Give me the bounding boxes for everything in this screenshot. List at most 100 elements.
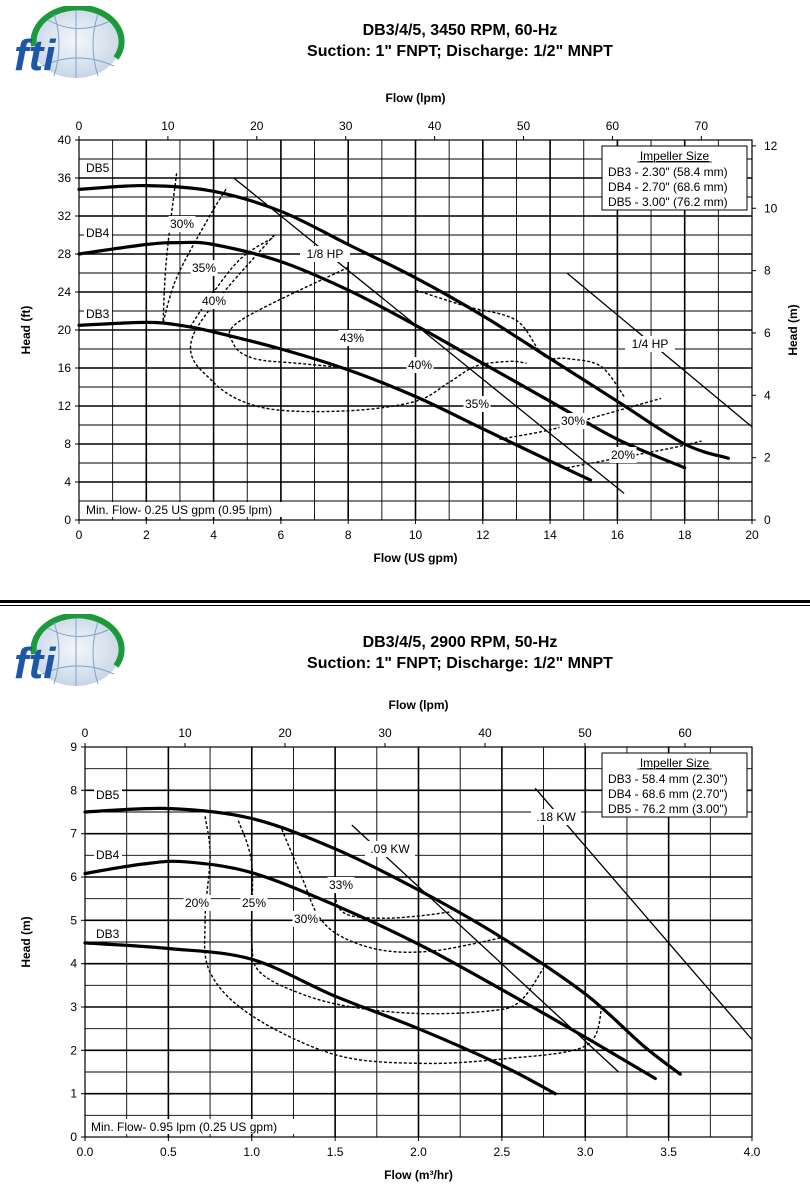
efficiency-label: 30% <box>294 912 318 926</box>
y-tick-label: 40 <box>58 133 72 147</box>
chart-title: DB3/4/5, 2900 RPM, 50-Hz Suction: 1" FNP… <box>150 632 770 674</box>
x-tick-label: 14 <box>543 528 557 542</box>
y-tick-label: 4 <box>64 475 71 489</box>
efficiency-label-background <box>292 911 320 927</box>
x-tick-label: 3.5 <box>660 1145 677 1159</box>
y-tick-label: 0 <box>64 513 71 527</box>
y2-tick-label: 6 <box>764 326 771 340</box>
x2-axis-title: Flow (lpm) <box>386 91 446 105</box>
y-axis-title: Head (ft) <box>19 306 33 355</box>
y-tick-label: 9 <box>70 740 77 754</box>
title-line-2: Suction: 1" FNPT; Discharge: 1/2" MNPT <box>307 43 613 60</box>
efficiency-label-background <box>609 447 637 463</box>
x-tick-label: 4 <box>210 528 217 542</box>
x2-tick-label: 30 <box>378 726 392 740</box>
x-tick-label: 0.5 <box>160 1145 177 1159</box>
x2-tick-label: 10 <box>178 726 192 740</box>
power-line <box>534 787 753 1040</box>
x2-tick-label: 50 <box>578 726 592 740</box>
y-tick-label: 36 <box>58 171 72 185</box>
legend-entry: DB5 - 76.2 mm (3.00") <box>608 802 728 816</box>
efficiency-label-background <box>183 895 211 911</box>
x-tick-label: 6 <box>278 528 285 542</box>
series-line-db5 <box>83 806 682 1076</box>
x-tick-label: 18 <box>678 528 692 542</box>
divider-line <box>0 605 810 606</box>
efficiency-label-background <box>559 413 587 429</box>
min-flow-annotation: Min. Flow- 0.95 lpm (0.25 US gpm) <box>91 1120 277 1134</box>
series-line-db3 <box>77 320 593 482</box>
efficiency-label-background <box>327 877 355 893</box>
annotation-background <box>83 502 301 517</box>
legend-entry: DB4 - 2.70" (68.6 mm) <box>608 180 728 194</box>
series-label: DB3 <box>86 307 110 321</box>
series-label-background <box>94 847 122 862</box>
efficiency-curve <box>189 234 527 413</box>
x-tick-label: 0.0 <box>77 1145 94 1159</box>
y-tick-label: 24 <box>58 285 72 299</box>
series-label-background <box>84 306 112 321</box>
legend-title: Impeller Size <box>640 149 710 163</box>
y2-tick-label: 10 <box>764 201 778 215</box>
series-label-background <box>94 926 122 941</box>
performance-chart-50hz: 0.0 0.5 1.0 1.5 2.0 2.5 3.0 3.5 4.00 10 20 30 40 50 60… <box>19 698 761 1182</box>
y2-tick-label: 4 <box>764 388 771 402</box>
legend-entry: DB5 - 3.00" (76.2 mm) <box>608 195 728 209</box>
efficiency-label: 30% <box>561 414 585 428</box>
power-label-background <box>300 246 350 262</box>
power-line <box>233 177 625 494</box>
efficiency-label: 35% <box>465 397 489 411</box>
x2-tick-label: 20 <box>250 119 264 133</box>
efficiency-label-background <box>240 895 268 911</box>
y-tick-label: 12 <box>58 399 72 413</box>
power-line-label: .18 KW <box>536 810 576 824</box>
x2-tick-label: 60 <box>678 726 692 740</box>
y-axis-title: Head (m) <box>19 916 33 967</box>
efficiency-label-background <box>338 330 366 346</box>
annotation-background <box>88 1119 306 1134</box>
y-tick-label: 3 <box>70 1000 77 1014</box>
x-tick-label: 2.5 <box>494 1145 511 1159</box>
legend-box <box>601 752 748 818</box>
series-label: DB4 <box>86 226 110 240</box>
efficiency-label-background <box>200 293 228 309</box>
y-tick-label: 1 <box>70 1087 77 1101</box>
x-tick-label: 1.5 <box>327 1145 344 1159</box>
efficiency-label: 20% <box>185 896 209 910</box>
y-tick-label: 20 <box>58 323 72 337</box>
x-tick-label: 2 <box>143 528 150 542</box>
legend-entry: DB4 - 68.6 mm (2.70") <box>608 787 728 801</box>
min-flow-annotation: Min. Flow- 0.25 US gpm (0.95 lpm) <box>86 503 272 517</box>
efficiency-curve <box>566 440 702 469</box>
series-label: DB4 <box>96 848 120 862</box>
y-tick-label: 2 <box>70 1043 77 1057</box>
series-label-background <box>84 160 112 175</box>
y2-tick-label: 12 <box>764 139 778 153</box>
x2-tick-label: 30 <box>339 119 353 133</box>
series-label-background <box>94 787 122 802</box>
y2-tick-label: 0 <box>764 513 771 527</box>
x2-tick-label: 70 <box>695 119 709 133</box>
series-label: DB5 <box>86 161 110 175</box>
power-line-label: 1/8 HP <box>307 247 344 261</box>
series-label: DB3 <box>96 927 120 941</box>
x-tick-label: 0 <box>76 528 83 542</box>
x2-tick-label: 40 <box>428 119 442 133</box>
x2-tick-label: 0 <box>76 119 83 133</box>
efficiency-curve <box>228 266 349 369</box>
efficiency-curve <box>189 236 275 328</box>
legend-entry: DB3 - 2.30" (58.4 mm) <box>608 165 728 179</box>
efficiency-label-background <box>406 357 434 373</box>
x2-tick-label: 0 <box>82 726 89 740</box>
efficiency-label: 43% <box>340 331 364 345</box>
title-line-2: Suction: 1" FNPT; Discharge: 1/2" MNPT <box>307 655 613 672</box>
y-tick-label: 28 <box>58 247 72 261</box>
y2-tick-label: 2 <box>764 451 771 465</box>
power-line-label: .09 KW <box>370 842 410 856</box>
fti-logo-icon: fti <box>14 6 125 80</box>
y-tick-label: 8 <box>64 437 71 451</box>
y-tick-label: 4 <box>70 957 77 971</box>
power-label-background <box>531 809 581 825</box>
x-tick-label: 10 <box>409 528 423 542</box>
series-line-db5 <box>77 183 730 460</box>
